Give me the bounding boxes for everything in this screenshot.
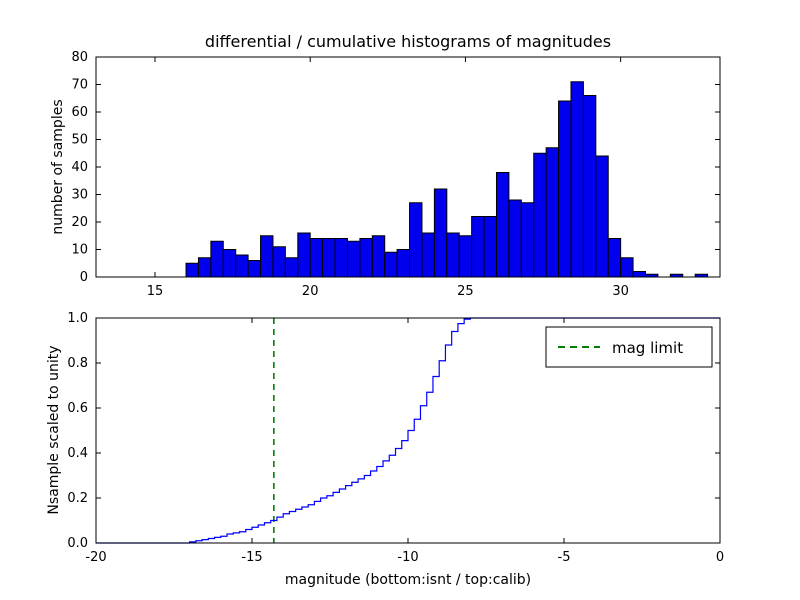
histogram-bar	[421, 232, 435, 278]
histogram-bar	[309, 238, 324, 278]
y-tick-label: 80	[71, 50, 88, 65]
bottom-y-axis-label: Nsample scaled to unity	[46, 345, 62, 514]
histogram-bar	[396, 249, 411, 278]
top-axes-frame	[95, 56, 721, 278]
histogram-bar	[247, 260, 262, 278]
histogram-bar	[558, 100, 572, 278]
axes: -20 -15 -10 -5 0 0.0 0.2 0.4 0.6 0.8 1.0	[67, 311, 724, 565]
histogram-bar	[409, 202, 423, 278]
histogram-bar	[222, 249, 237, 278]
histogram-bar	[384, 251, 398, 278]
x-tick-label: 20	[302, 284, 319, 299]
top-y-axis-label: number of samples	[50, 99, 66, 234]
histogram-bar	[210, 240, 224, 278]
histogram-bar	[595, 155, 609, 278]
y-tick-label: 0.8	[67, 356, 88, 371]
x-tick-label: 0	[716, 550, 724, 565]
x-tick-label: 30	[612, 284, 629, 299]
legend-label: mag limit	[612, 339, 683, 357]
y-tick-label: 0.4	[67, 446, 88, 461]
y-tick-label: 50	[71, 133, 88, 148]
y-tick-label: 1.0	[67, 311, 88, 326]
histogram-bar	[446, 232, 460, 278]
bottom-axes-frame	[95, 317, 721, 544]
histogram-bar	[495, 172, 510, 278]
histogram-bar	[607, 238, 622, 278]
histogram-bar	[620, 257, 634, 278]
y-tick-label: 20	[71, 215, 88, 230]
legend: mag limit	[545, 326, 713, 368]
histogram-bar	[272, 246, 286, 278]
x-tick-label: -15	[241, 550, 262, 565]
histogram-bar	[471, 216, 485, 278]
plots-layer: 15 20 25 30 0 10 20 30 40 50 60 70 80 -20 -15 -10 -5 0 0.0…	[67, 50, 724, 565]
histogram-bar	[570, 81, 584, 278]
histogram-bar	[433, 188, 448, 278]
histogram-bar	[334, 238, 348, 278]
histogram-bar	[284, 257, 299, 278]
x-tick-label: 25	[457, 284, 474, 299]
histogram-bar	[346, 240, 361, 278]
y-tick-label: 0.6	[67, 401, 88, 416]
histogram-bar	[632, 271, 646, 278]
histogram-bar	[371, 235, 386, 278]
histogram-bar	[582, 95, 597, 278]
histogram-bar	[359, 238, 373, 278]
histogram-bar	[297, 232, 311, 278]
histogram-bar	[197, 257, 212, 278]
x-tick-label: -5	[558, 550, 571, 565]
histogram-bar	[322, 238, 336, 278]
y-tick-label: 0.0	[67, 536, 88, 551]
histogram-bar	[235, 254, 249, 278]
y-tick-label: 30	[71, 188, 88, 203]
y-tick-label: 0.2	[67, 491, 88, 506]
histogram-bar	[483, 216, 497, 278]
y-tick-label: 10	[71, 243, 88, 258]
x-axis-label: magnitude (bottom:isnt / top:calib)	[285, 572, 531, 588]
x-tick-label: 15	[147, 284, 164, 299]
chart-title: differential / cumulative histograms of …	[205, 32, 611, 51]
x-tick-label: -10	[397, 550, 418, 565]
histogram-bar	[533, 152, 547, 278]
histogram-bar	[520, 202, 535, 278]
x-tick-label: -20	[85, 550, 106, 565]
y-tick-label: 0	[80, 270, 88, 285]
y-tick-label: 60	[71, 105, 88, 120]
y-tick-label: 40	[71, 160, 88, 175]
histogram-bar	[458, 235, 473, 278]
axes: 15 20 25 30 0 10 20 30 40 50 60 70 80	[71, 50, 721, 299]
cumulative-step-line	[96, 317, 720, 544]
histogram-bar	[545, 147, 560, 278]
histogram-bar	[508, 199, 522, 278]
histogram-bar	[185, 262, 199, 278]
y-tick-label: 70	[71, 78, 88, 93]
histogram-bar	[260, 235, 274, 278]
